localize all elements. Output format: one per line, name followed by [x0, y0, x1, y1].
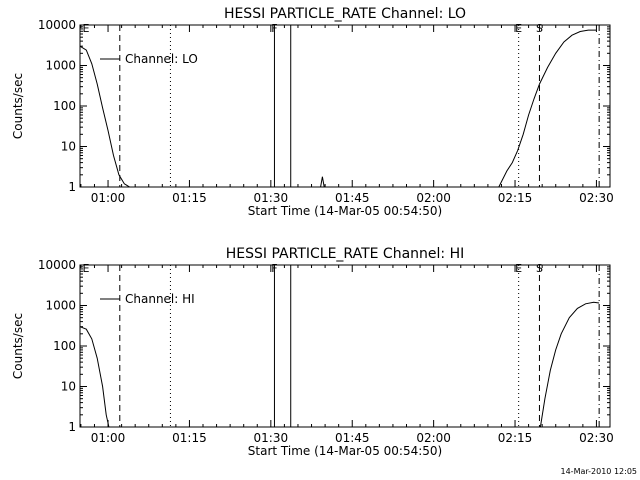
y-tick-label: 100 — [53, 339, 76, 353]
x-tick-label: 02:30 — [579, 431, 614, 445]
x-tick-label: 02:15 — [498, 431, 533, 445]
event-marker-label: F — [271, 262, 277, 275]
series-line — [539, 301, 600, 428]
series-line — [79, 45, 130, 188]
plot-frame — [79, 264, 611, 428]
event-marker-label: S — [536, 22, 543, 35]
x-axis-label: Start Time (14-Mar-05 00:54:50) — [248, 444, 442, 458]
y-axis-label: Counts/sec — [11, 73, 25, 139]
legend-label: Channel: LO — [125, 52, 198, 66]
y-tick-label: 1 — [68, 420, 76, 434]
y-tick-label: 100 — [53, 99, 76, 113]
y-tick-label: 1 — [68, 180, 76, 194]
plot-timestamp: 14-Mar-2010 12:05 — [561, 467, 638, 476]
x-tick-label: 01:15 — [172, 191, 207, 205]
y-tick-label: 1000 — [45, 59, 76, 73]
series-line — [79, 326, 110, 428]
x-tick-label: 02:00 — [416, 191, 451, 205]
x-axis-label: Start Time (14-Mar-05 00:54:50) — [248, 204, 442, 218]
plot-frame — [79, 24, 611, 188]
y-tick-label: 10 — [61, 140, 76, 154]
event-marker-label: F — [271, 22, 277, 35]
lo-channel-panel: HESSI PARTICLE_RATE Channel: LO 1 10 100 100… — [11, 6, 614, 218]
hi-channel-panel: HESSI PARTICLE_RATE Channel: HI 1 10 100 100… — [11, 246, 614, 458]
y-tick-label: 10000 — [38, 258, 76, 272]
x-tick-label: 02:30 — [579, 191, 614, 205]
event-marker-label: E — [515, 262, 522, 275]
chart-title: HESSI PARTICLE_RATE Channel: HI — [226, 246, 464, 262]
x-tick-label: 01:45 — [335, 431, 370, 445]
event-marker-label: S — [536, 262, 543, 275]
series-line — [498, 29, 597, 188]
x-tick-label: 01:30 — [254, 191, 289, 205]
series-line — [320, 176, 325, 188]
legend-label: Channel: HI — [125, 292, 195, 306]
x-tick-label: 02:15 — [498, 191, 533, 205]
y-axis-label: Counts/sec — [11, 313, 25, 379]
x-tick-label: 01:45 — [335, 191, 370, 205]
y-tick-label: 10000 — [38, 18, 76, 32]
x-tick-label: 01:00 — [91, 191, 126, 205]
y-tick-label: 10 — [61, 380, 76, 394]
y-tick-label: 1000 — [45, 299, 76, 313]
x-tick-label: 01:15 — [172, 431, 207, 445]
chart-title: HESSI PARTICLE_RATE Channel: LO — [224, 6, 466, 22]
event-marker-label: E — [83, 262, 90, 275]
event-marker-label: E — [515, 22, 522, 35]
x-tick-label: 01:30 — [254, 431, 289, 445]
event-marker-label: E — [83, 22, 90, 35]
x-tick-label: 02:00 — [416, 431, 451, 445]
x-tick-label: 01:00 — [91, 431, 126, 445]
